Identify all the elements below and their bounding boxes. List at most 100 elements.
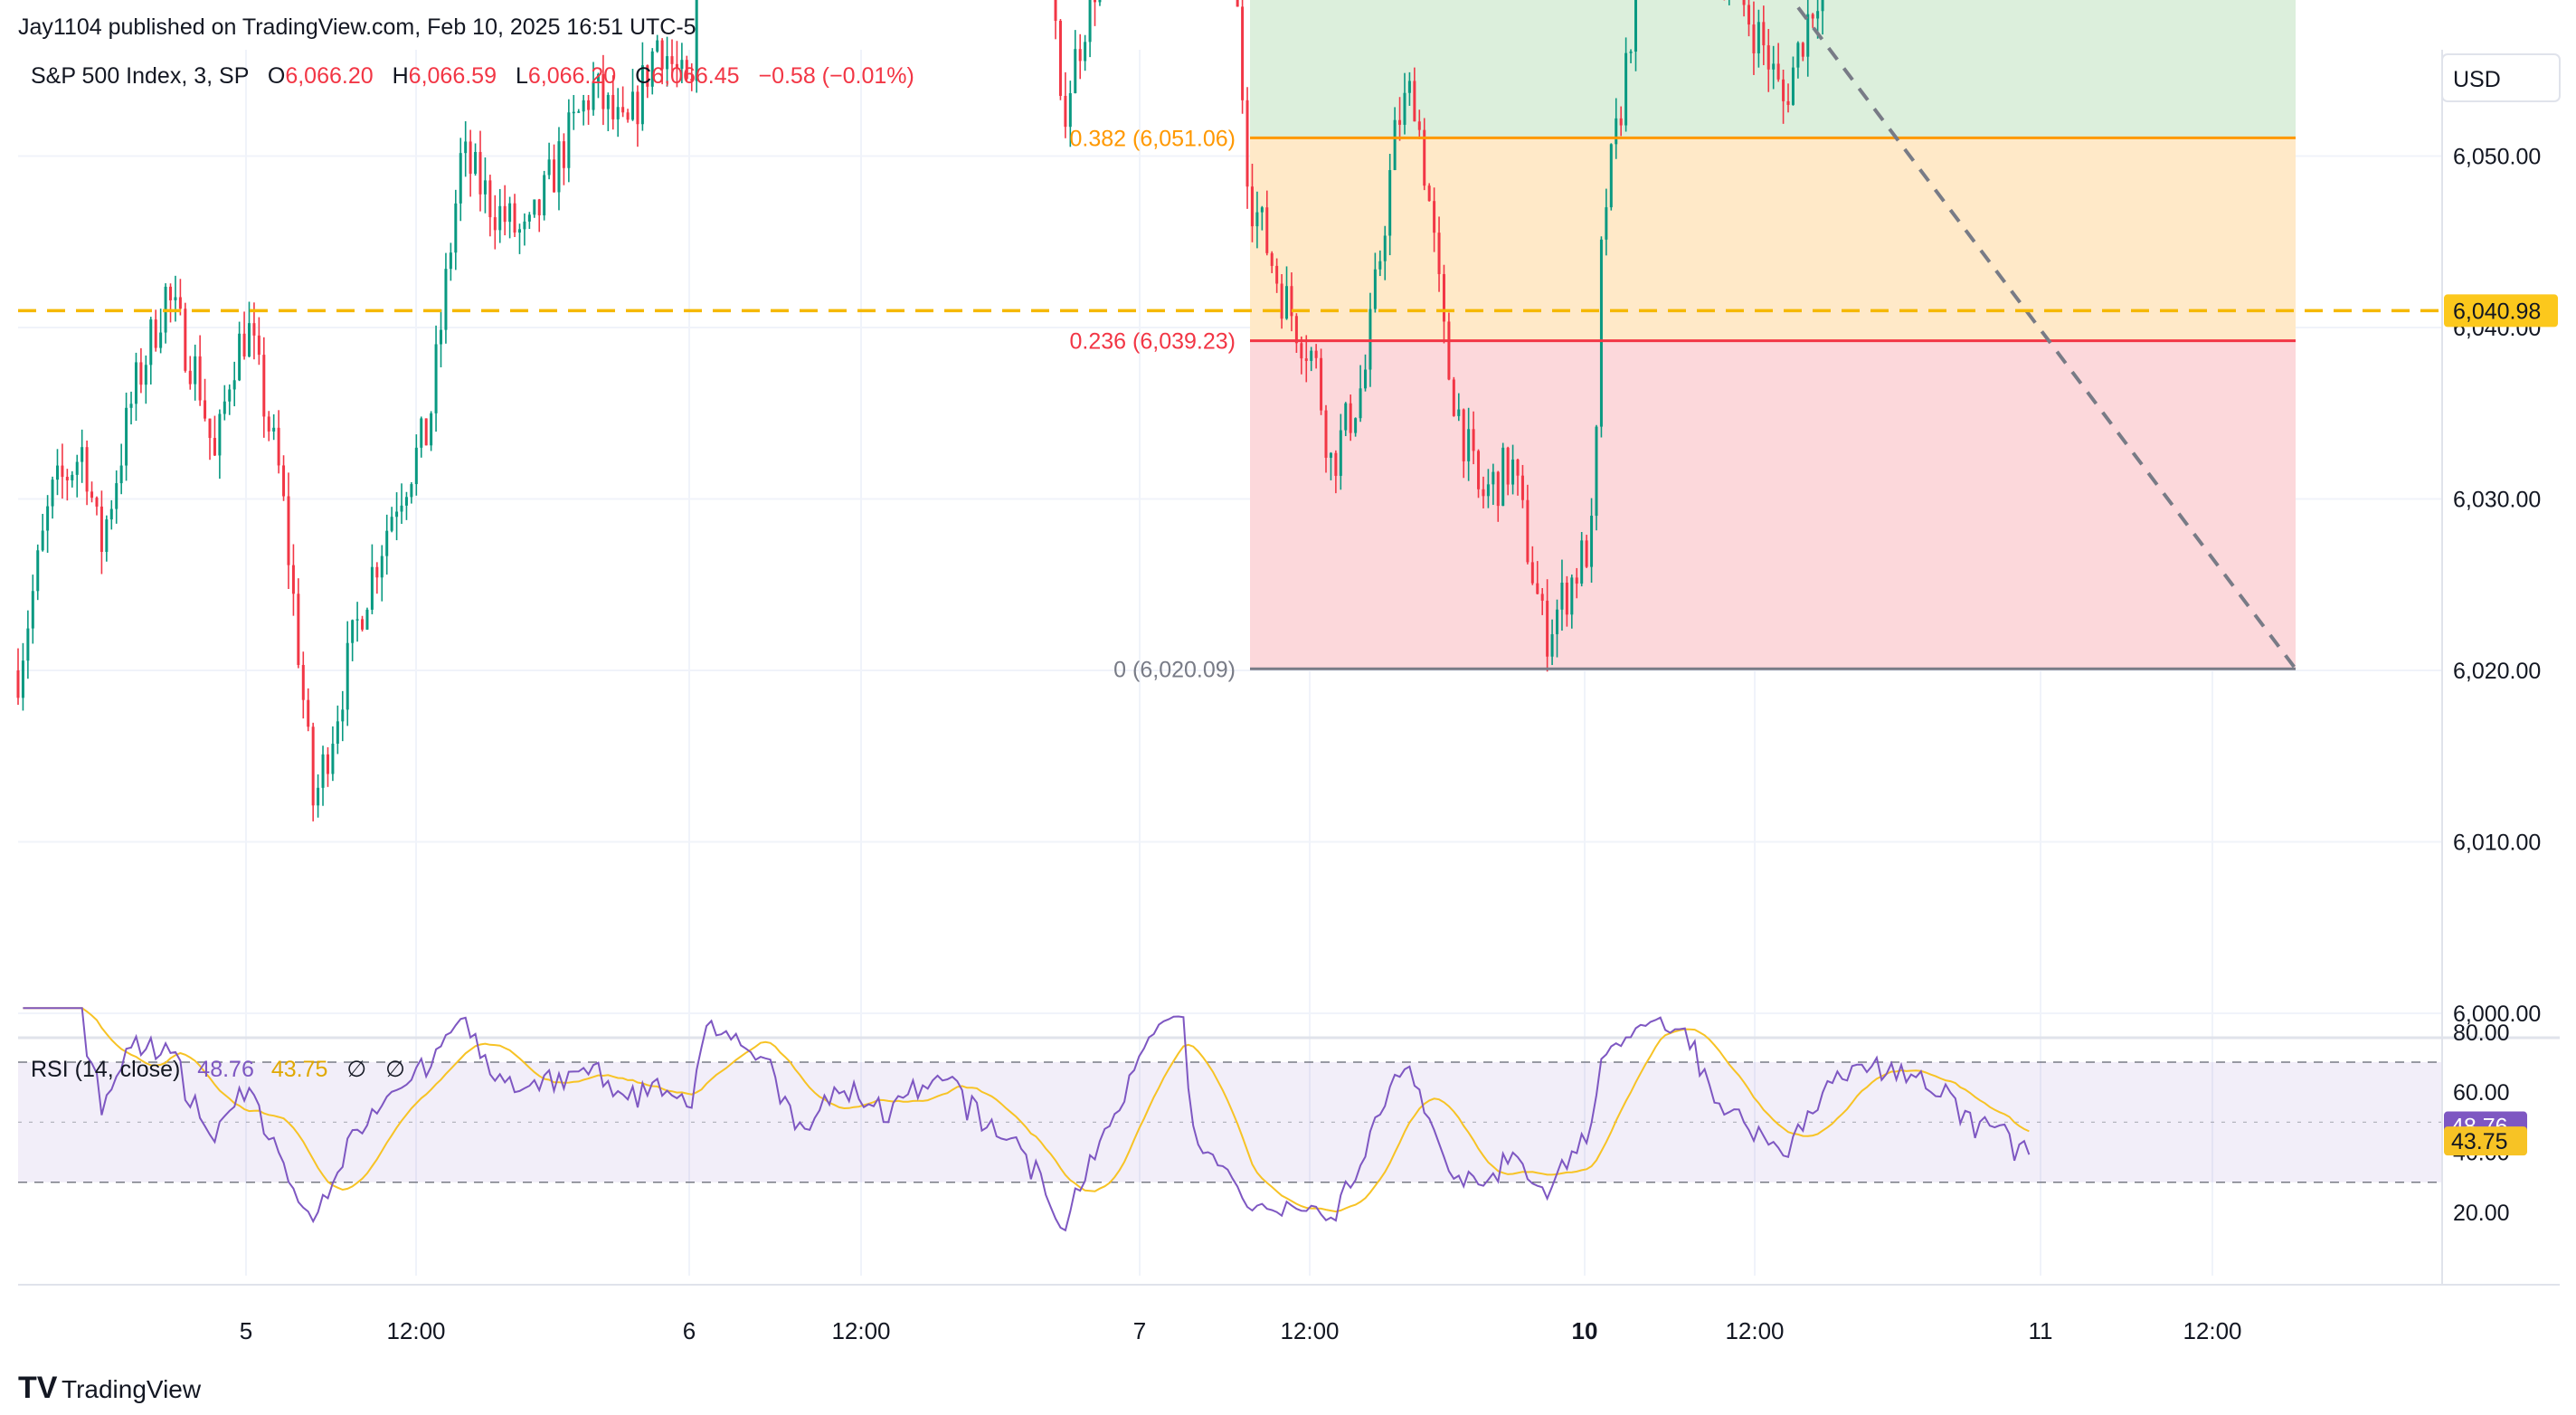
rsi-legend[interactable]: RSI (14, close) 48.76 43.75 ∅ ∅	[31, 1057, 405, 1082]
candle-body	[252, 323, 256, 336]
candle-body	[1255, 212, 1259, 227]
candle-body	[346, 642, 349, 710]
candle-body	[178, 297, 182, 309]
candle-body	[420, 418, 423, 448]
candle-body	[1629, 52, 1633, 53]
candle-body	[1241, 6, 1245, 100]
candle-body	[1506, 447, 1510, 485]
candle-body	[680, 60, 684, 69]
candle-body	[646, 65, 649, 87]
candle-body	[115, 483, 118, 509]
candle-body	[65, 477, 69, 480]
candle-body	[36, 550, 40, 592]
candle-body	[1334, 452, 1338, 476]
candle-body	[204, 400, 207, 419]
candle-body	[1590, 516, 1594, 567]
price-tick-label: 6,010.00	[2453, 831, 2541, 856]
candle-body	[616, 107, 620, 119]
candle-body	[631, 91, 635, 120]
candle-body	[1540, 594, 1544, 601]
candle-body	[307, 699, 310, 727]
candle-body	[572, 111, 575, 114]
change-value: −0.58 (−0.01%)	[758, 63, 914, 89]
candle-body	[385, 530, 389, 556]
candle-body	[149, 319, 153, 366]
candle-body	[46, 506, 50, 531]
candle-body	[80, 447, 84, 462]
candle-body	[513, 203, 516, 233]
candle-body	[1580, 540, 1584, 584]
candle-body	[61, 465, 64, 478]
candle-body	[1378, 261, 1382, 270]
candle-body	[1624, 52, 1628, 126]
candle-body	[1349, 403, 1352, 433]
candle-body	[469, 141, 472, 175]
candle-body	[660, 40, 664, 70]
candle-body	[341, 709, 345, 722]
candle-body	[537, 199, 541, 216]
price-axis[interactable]: USD 6,000.00 6,010.00 6,020.00 6,030.00 6,04…	[2441, 0, 2561, 1027]
candle-body	[85, 447, 89, 492]
candle-body	[1407, 81, 1411, 93]
candle-body	[1393, 119, 1397, 170]
time-tick-label: 12:00	[831, 1317, 890, 1344]
candle-body	[1477, 451, 1481, 489]
candle-body	[159, 332, 163, 348]
candle-body	[390, 517, 393, 531]
candle-body	[1492, 471, 1495, 485]
candle-body	[577, 111, 581, 113]
candle-body	[370, 566, 374, 610]
open-label: O	[268, 63, 285, 89]
svg-text:RSI (14, close) 48.76: RSI (14, close) 48.76 43.75 ∅ ∅	[31, 1057, 405, 1082]
candle-body	[1250, 186, 1254, 227]
symbol-legend[interactable]: S&P 500 Index, 3, SP O6,066.20 H6,066.59…	[31, 63, 914, 89]
rsi-ma-line	[23, 1007, 2030, 1213]
brand-name: TradingView	[62, 1375, 202, 1403]
candle-body	[626, 112, 630, 120]
candle-body	[95, 498, 99, 507]
candle-body	[208, 418, 212, 439]
candle-body	[1270, 252, 1274, 266]
candle-body	[55, 465, 59, 480]
candle-body	[1801, 43, 1804, 57]
candle-body	[1570, 577, 1574, 615]
candle-body	[380, 556, 384, 578]
candle-body	[297, 594, 300, 665]
candle-body	[1265, 207, 1269, 253]
candle-body	[262, 355, 266, 417]
candle-body	[1354, 418, 1358, 433]
candle-body	[1442, 273, 1445, 322]
candle-body	[493, 217, 497, 231]
candle-body	[336, 721, 339, 745]
rsi-value: 48.76	[197, 1057, 254, 1082]
candle-body	[365, 609, 369, 630]
candle-body	[1816, 11, 1820, 19]
candle-body	[596, 73, 600, 82]
time-axis[interactable]: 5 12:00 6 12:00 7 12:00 10 12:00 11 12:00	[18, 50, 2560, 1344]
candle-body	[464, 141, 468, 154]
candle-body	[321, 754, 325, 788]
candle-body	[1054, 0, 1057, 21]
candle-body	[75, 461, 79, 475]
candle-body	[1605, 207, 1608, 240]
price-tick-label: 6,020.00	[2453, 659, 2541, 684]
rsi-tick-label: 60.00	[2453, 1080, 2510, 1106]
open-value: 6,066.20	[285, 63, 373, 89]
candle-body	[1388, 169, 1392, 236]
candle-body	[1437, 233, 1441, 274]
candle-body	[223, 401, 226, 414]
candle-body	[21, 660, 24, 698]
candle-body	[1236, 0, 1239, 7]
candle-body	[1556, 609, 1559, 634]
candle-body	[1373, 269, 1377, 309]
candle-body	[257, 335, 260, 356]
candle-body	[291, 565, 295, 594]
candle-body	[317, 787, 320, 806]
candle-body	[430, 413, 433, 446]
candle-body	[424, 418, 428, 446]
fib-retracement[interactable]: 1 (6,101.17)0.786 (6,083.82)0.618 (6,070…	[1070, 0, 2297, 682]
candle-body	[198, 356, 202, 401]
candle-body	[1516, 459, 1520, 476]
